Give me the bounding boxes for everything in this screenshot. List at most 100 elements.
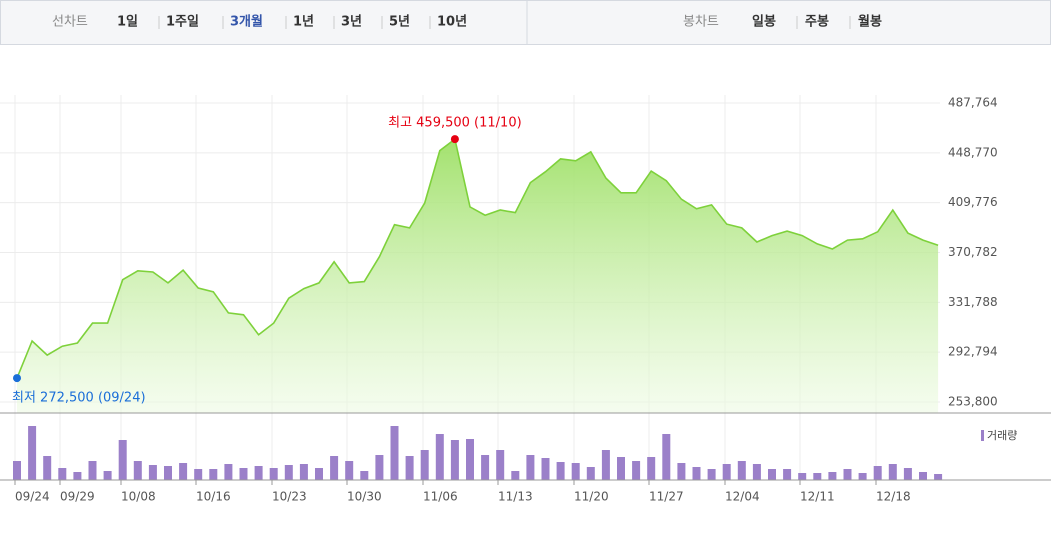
volume-bar <box>571 463 580 480</box>
x-tick-label: 09/24 <box>15 490 50 504</box>
volume-bar <box>28 426 37 480</box>
volume-bar <box>934 474 943 480</box>
x-tick-label: 09/29 <box>60 490 95 504</box>
legend-label: 거래량 <box>987 429 1017 442</box>
volume-bar <box>541 458 550 480</box>
x-tick-label: 12/18 <box>876 490 911 504</box>
volume-bar <box>164 466 172 480</box>
volume-bar <box>148 465 157 480</box>
legend-swatch <box>981 430 984 441</box>
y-tick-label: 448,770 <box>948 145 998 159</box>
candle-tab[interactable]: 월봉 <box>858 14 882 30</box>
volume-bar <box>254 466 263 480</box>
x-tick-label: 11/06 <box>423 490 458 504</box>
volume-bar <box>722 464 731 480</box>
volume-bar <box>13 461 21 480</box>
volume-bar <box>903 468 912 480</box>
volume-bar <box>511 471 520 480</box>
toolbar <box>0 0 1051 45</box>
volume-bar <box>118 440 127 480</box>
volume-bar <box>768 469 776 480</box>
volume-bar <box>179 463 188 480</box>
volume-bar <box>601 450 610 480</box>
volume-bar <box>330 456 339 480</box>
period-tab[interactable]: 1년 <box>293 15 314 30</box>
volume-bar <box>435 434 444 480</box>
volume-bar <box>919 472 927 480</box>
volume-bar <box>843 469 852 480</box>
extreme-label: 최저 272,500 (09/24) <box>12 391 146 406</box>
volume-bar <box>586 467 595 480</box>
period-tab[interactable]: 10년 <box>437 15 467 30</box>
candle-tab[interactable]: 주봉 <box>805 15 829 30</box>
volume-bar <box>707 469 716 480</box>
volume-bar <box>315 468 323 480</box>
volume-bar <box>888 464 897 480</box>
y-tick-label: 409,776 <box>948 195 998 209</box>
volume-bar <box>873 466 882 480</box>
volume-bar <box>556 462 565 480</box>
volume-bar <box>58 468 67 480</box>
toolbar-label: 선차트 <box>52 15 88 30</box>
volume-bar <box>813 473 822 480</box>
volume-bar <box>466 439 474 480</box>
extreme-dot <box>13 374 21 383</box>
volume-bar <box>450 440 459 480</box>
volume-bar <box>526 455 535 480</box>
x-tick-label: 10/16 <box>196 490 231 504</box>
x-tick-label: 10/08 <box>121 490 156 504</box>
period-tab[interactable]: 1주일 <box>166 15 199 30</box>
volume-bar <box>133 461 142 480</box>
volume-bar <box>662 434 671 480</box>
y-tick-label: 370,782 <box>948 245 998 259</box>
x-tick-label: 12/11 <box>800 490 835 504</box>
y-tick-label: 253,800 <box>948 395 998 409</box>
volume-bar <box>496 450 505 480</box>
volume-bar <box>299 464 308 480</box>
volume-bar <box>360 471 369 480</box>
volume-bar <box>405 456 414 480</box>
x-tick-label: 10/23 <box>272 490 307 504</box>
volume-bar <box>224 464 233 480</box>
extreme-dot <box>450 135 459 144</box>
volume-bar <box>692 467 701 480</box>
volume-bar <box>209 469 218 480</box>
volume-bar <box>798 473 807 480</box>
volume-bar <box>677 463 686 480</box>
y-tick-label: 292,794 <box>948 345 998 359</box>
candle-tab[interactable]: 일봉 <box>752 15 776 30</box>
volume-bar <box>284 465 293 480</box>
volume-bar <box>239 468 248 480</box>
x-tick-label: 11/27 <box>649 490 684 504</box>
volume-bar <box>617 457 625 480</box>
period-tab[interactable]: 3개월 <box>230 14 263 30</box>
period-tab[interactable]: 5년 <box>389 15 410 30</box>
volume-bar <box>737 461 746 480</box>
y-tick-label: 487,764 <box>948 96 998 110</box>
x-tick-label: 12/04 <box>725 490 760 504</box>
toolbar-label: 봉차트 <box>683 15 719 30</box>
volume-bar <box>345 461 354 480</box>
volume-bar <box>73 472 82 480</box>
volume-bar <box>858 473 867 480</box>
volume-bar <box>420 450 429 480</box>
x-tick-label: 11/13 <box>498 490 533 504</box>
y-tick-label: 331,788 <box>948 295 998 309</box>
volume-bar <box>375 455 384 480</box>
period-tab[interactable]: 3년 <box>341 15 362 30</box>
volume-bar <box>103 471 112 480</box>
volume-bar <box>194 469 203 480</box>
volume-bar <box>481 455 490 480</box>
x-tick-label: 11/20 <box>574 490 609 504</box>
price-line <box>16 137 939 379</box>
volume-bar <box>783 469 792 480</box>
volume-bar <box>88 461 97 480</box>
price-area <box>17 139 939 413</box>
volume-bar <box>43 456 52 480</box>
period-tab[interactable]: 1일 <box>117 15 138 30</box>
volume-bar <box>828 472 837 480</box>
volume-bar <box>647 457 656 480</box>
volume-bar <box>390 426 399 480</box>
volume-bar <box>632 461 641 480</box>
